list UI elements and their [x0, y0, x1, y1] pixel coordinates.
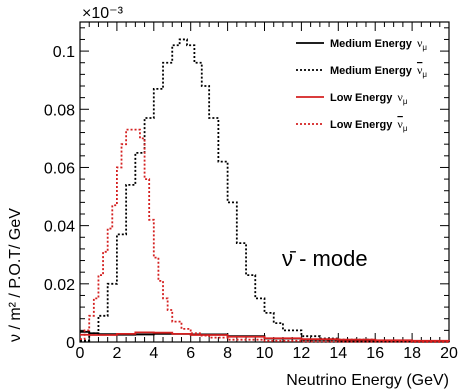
y-multiplier-label: ×10⁻³ — [82, 5, 124, 22]
y-tick-label: 0.02 — [44, 277, 75, 294]
x-tick-label: 4 — [149, 345, 158, 362]
y-tick-label: 0.1 — [53, 44, 75, 61]
y-tick-label: 0.08 — [44, 102, 75, 119]
x-tick-label: 2 — [112, 345, 121, 362]
y-axis-title: ν / m² / P.O.T/ GeV — [7, 208, 24, 342]
y-tick-label: 0.06 — [44, 160, 75, 177]
axis-ticks — [79, 22, 450, 342]
x-tick-label: 12 — [293, 345, 311, 362]
x-axis-title: Neutrino Energy (GeV) — [286, 372, 449, 389]
x-tick-label: 8 — [223, 345, 232, 362]
legend: Medium Energy νμ Medium Energy νμ Low Ener… — [296, 36, 427, 133]
legend-label-1: Medium Energy νμ — [330, 36, 427, 52]
x-tick-label: 20 — [440, 345, 458, 362]
series-line-2 — [80, 38, 450, 343]
legend-label-2: Medium Energy νμ — [330, 63, 427, 79]
legend-label-3: Low Energy νμ — [330, 90, 408, 106]
x-tick-label: 0 — [76, 345, 85, 362]
x-tick-label: 16 — [366, 345, 384, 362]
legend-label-4: Low Energy νμ — [330, 117, 408, 133]
mode-annotation: ν̄ - mode — [282, 246, 368, 271]
y-tick-label: 0.04 — [44, 219, 75, 236]
x-tick-label: 18 — [403, 345, 421, 362]
x-tick-label: 10 — [256, 345, 274, 362]
tick-labels: 0 2 4 6 8 10 12 14 16 18 20 0 0.02 0.04 0.06 0.08 0.1 — [44, 44, 458, 362]
x-tick-label: 6 — [186, 345, 195, 362]
x-tick-label: 14 — [329, 345, 347, 362]
y-tick-label-zero: 0 — [66, 335, 75, 352]
series-line-4 — [80, 128, 449, 343]
series-layer — [80, 38, 450, 343]
